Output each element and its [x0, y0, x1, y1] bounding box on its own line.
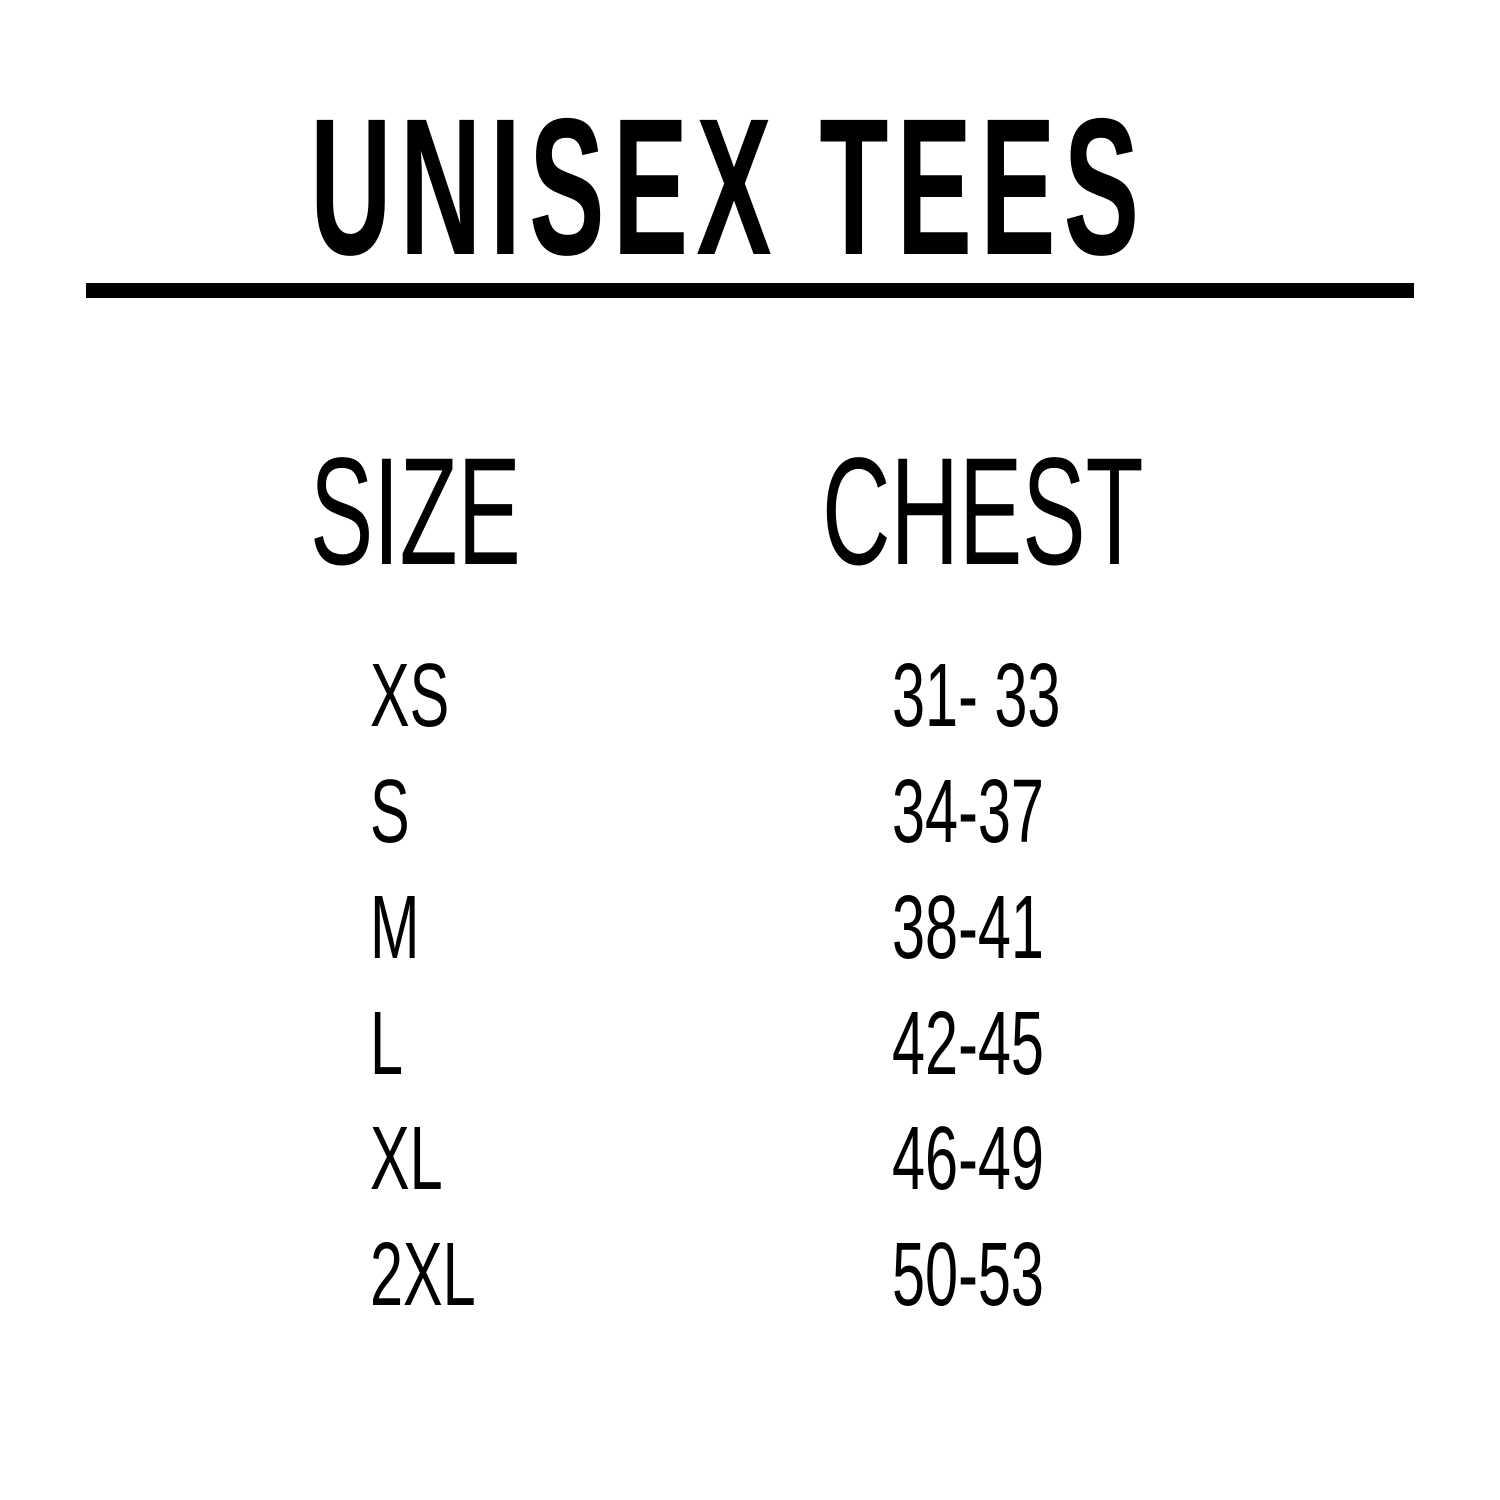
table-cell-chest: 34-37 [892, 762, 1044, 862]
size-column-header: SIZE [310, 426, 521, 597]
chest-column-header: CHEST [822, 426, 1144, 597]
table-cell-chest: 42-45 [892, 994, 1044, 1094]
table-cell-size: M [370, 878, 420, 978]
title-divider [86, 283, 1414, 298]
table-cell-size: L [370, 994, 404, 1094]
table-cell-chest: 38-41 [892, 878, 1044, 978]
table-cell-size: XL [370, 1109, 443, 1209]
table-cell-chest: 31- 33 [892, 646, 1061, 746]
table-cell-size: S [370, 762, 410, 862]
table-cell-size: XS [370, 646, 450, 746]
page-title: UNISEX TEES [310, 78, 1148, 296]
table-cell-size: 2XL [370, 1225, 476, 1325]
table-cell-chest: 46-49 [892, 1109, 1044, 1209]
table-cell-chest: 50-53 [892, 1225, 1044, 1325]
